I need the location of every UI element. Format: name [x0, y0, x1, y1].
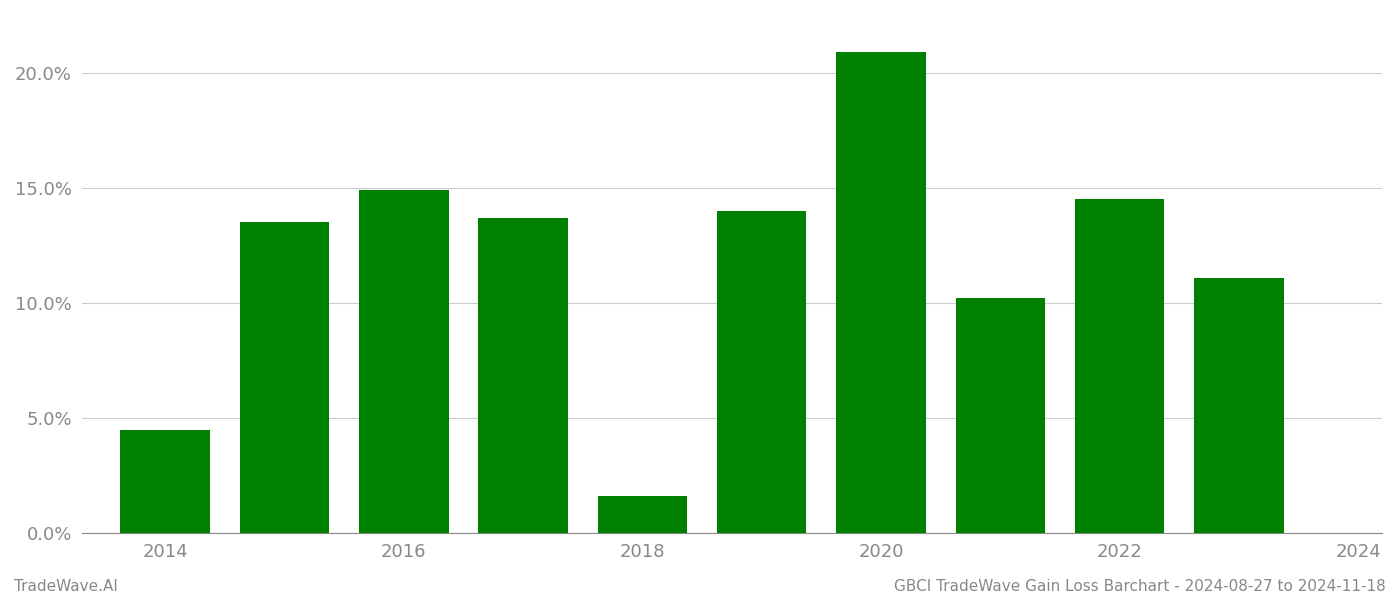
- Bar: [120, 430, 210, 533]
- Bar: [479, 218, 568, 533]
- Text: TradeWave.AI: TradeWave.AI: [14, 579, 118, 594]
- Bar: [239, 223, 329, 533]
- Bar: [358, 190, 448, 533]
- Bar: [1194, 278, 1284, 533]
- Bar: [598, 496, 687, 533]
- Bar: [836, 52, 925, 533]
- Bar: [1075, 199, 1165, 533]
- Bar: [717, 211, 806, 533]
- Bar: [956, 298, 1044, 533]
- Text: GBCI TradeWave Gain Loss Barchart - 2024-08-27 to 2024-11-18: GBCI TradeWave Gain Loss Barchart - 2024…: [895, 579, 1386, 594]
